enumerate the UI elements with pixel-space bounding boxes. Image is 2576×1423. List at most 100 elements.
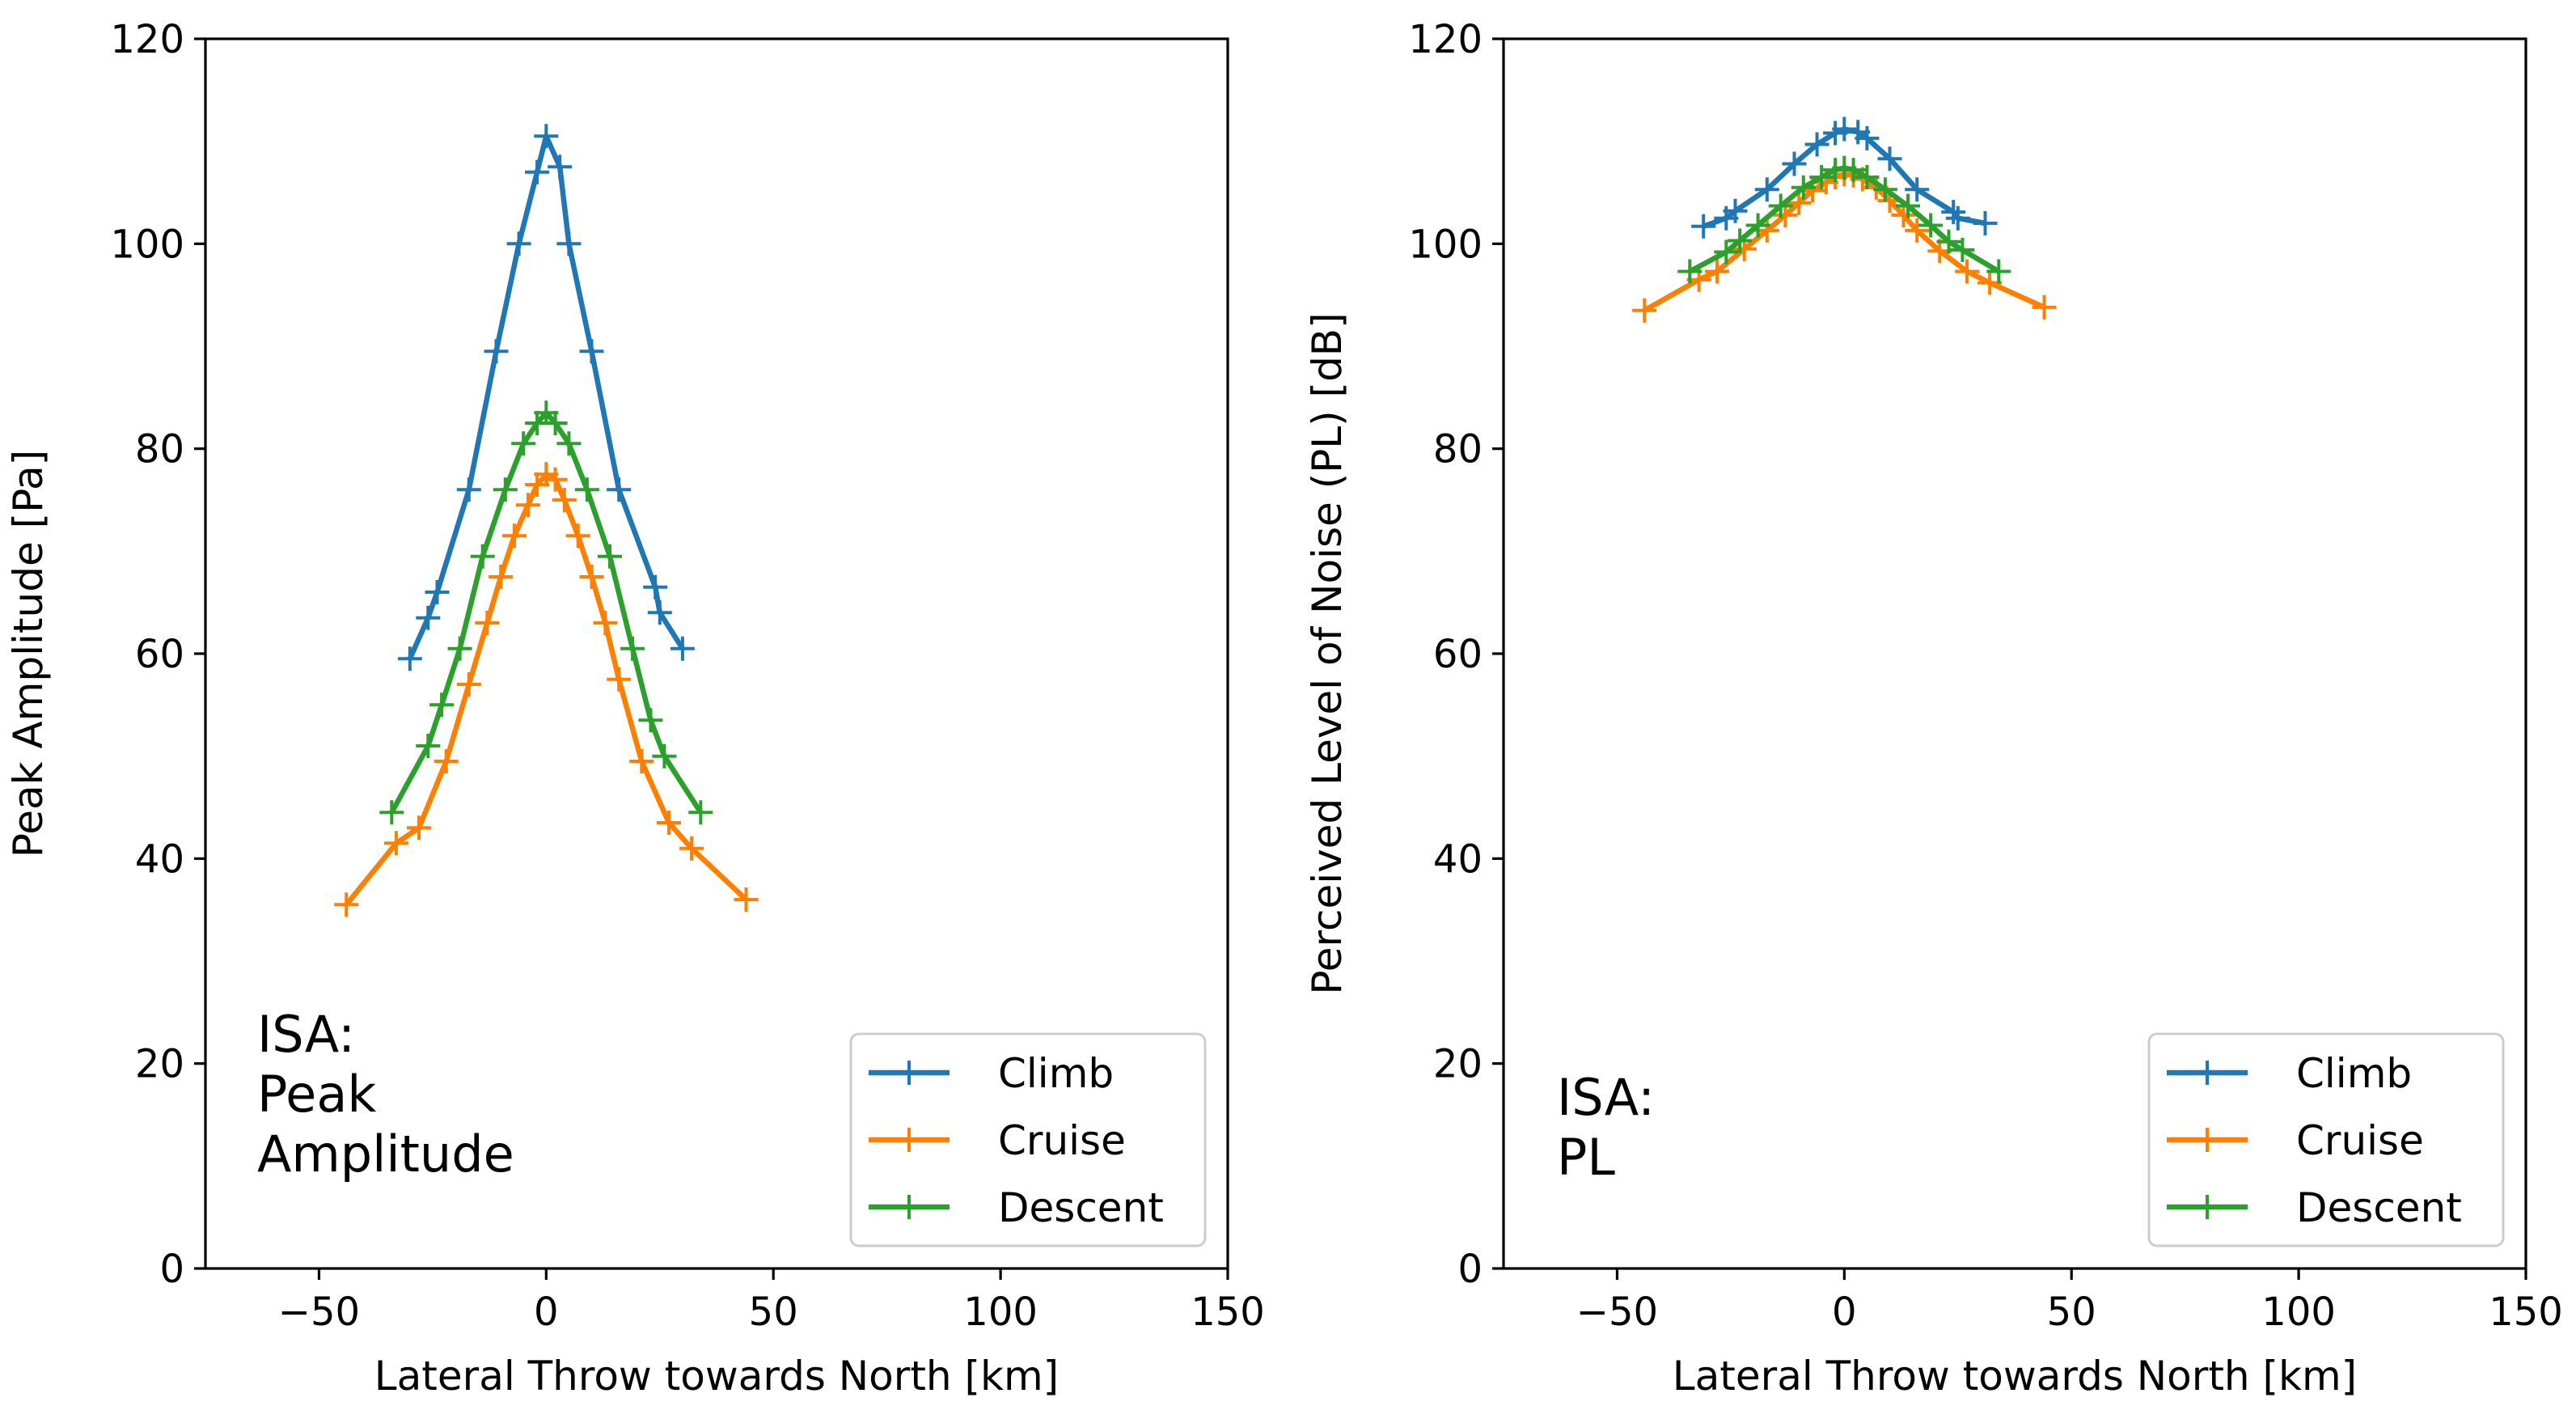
data-point-cruise — [515, 493, 540, 518]
legend-marker-descent — [2195, 1195, 2219, 1219]
data-point-descent — [1714, 239, 1739, 265]
y-tick-label: 0 — [159, 1247, 184, 1292]
x-tick-label: 150 — [2489, 1290, 2563, 1335]
data-point-climb — [643, 574, 668, 599]
y-axis-label: Peak Amplitude [Pa] — [5, 450, 52, 858]
chart-panel-peak-amplitude: −50 0 50 100 150 0 20 40 60 80 100 120 Lateral Throw… — [5, 17, 1265, 1400]
legend-label-climb: Climb — [2296, 1050, 2412, 1097]
chart-panel-perceived-level: −50 0 50 100 150 0 20 40 60 80 100 120 Lateral Throw… — [1304, 17, 2563, 1400]
data-point-cruise — [1705, 259, 1729, 284]
legend-marker-cruise — [897, 1128, 921, 1152]
data-point-cruise — [734, 887, 759, 912]
data-point-climb — [425, 580, 450, 604]
data-point-cruise — [2032, 294, 2057, 320]
data-point-cruise — [607, 667, 632, 692]
legend-marker-climb — [2195, 1061, 2219, 1085]
data-point-climb — [1723, 198, 1748, 223]
x-axis-label: Lateral Throw towards North [km] — [374, 1353, 1059, 1400]
x-tick-label: −50 — [278, 1290, 360, 1335]
y-tick-label: 80 — [135, 427, 184, 472]
legend: Climb Cruise Descent — [849, 1032, 1207, 1247]
data-point-descent — [598, 544, 622, 569]
data-point-cruise — [657, 811, 681, 835]
data-point-descent — [1918, 213, 1944, 238]
data-point-descent — [1896, 193, 1920, 218]
x-tick-label: 50 — [2047, 1290, 2096, 1335]
x-axis-label: Lateral Throw towards North [km] — [1673, 1353, 2357, 1400]
y-tick-label: 120 — [110, 17, 184, 62]
data-point-cruise — [543, 467, 568, 492]
data-point-descent — [574, 477, 599, 502]
data-point-cruise — [383, 831, 408, 856]
data-point-climb — [1754, 177, 1779, 202]
data-point-climb — [1832, 116, 1857, 142]
x-tick-label: 150 — [1191, 1290, 1265, 1335]
data-point-descent — [447, 636, 472, 661]
y-tick-label: 80 — [1433, 427, 1483, 472]
data-point-climb — [647, 600, 672, 625]
series-line-climb — [407, 133, 685, 660]
data-point-climb — [670, 636, 695, 661]
data-point-cruise — [1632, 298, 1657, 323]
data-point-descent — [620, 636, 645, 661]
annotation-text: Amplitude — [257, 1124, 514, 1184]
data-point-cruise — [1787, 190, 1812, 215]
data-point-climb — [416, 605, 441, 630]
y-tick-label: 40 — [135, 836, 184, 882]
data-point-descent — [1872, 177, 1897, 202]
data-point-cruise — [489, 565, 514, 589]
data-point-climb — [1877, 146, 1902, 172]
data-point-cruise — [679, 836, 704, 861]
legend-marker-cruise — [2195, 1128, 2219, 1152]
legend-label-cruise: Cruise — [2296, 1117, 2424, 1164]
data-point-descent — [1986, 259, 2011, 284]
data-point-descent — [1745, 213, 1770, 238]
data-point-cruise — [502, 523, 527, 548]
data-point-descent — [1855, 165, 1880, 189]
y-tick-label: 120 — [1408, 17, 1483, 62]
data-point-descent — [1950, 237, 1975, 262]
data-point-descent — [1768, 193, 1793, 218]
data-point-descent — [1809, 165, 1834, 189]
data-point-climb — [484, 339, 509, 364]
y-tick-label: 60 — [135, 632, 184, 677]
x-tick-label: −50 — [1576, 1290, 1658, 1335]
data-point-descent — [1791, 175, 1816, 200]
data-point-cruise — [475, 611, 500, 635]
data-point-descent — [556, 431, 582, 456]
legend-label-cruise: Cruise — [998, 1117, 1126, 1164]
data-point-climb — [579, 339, 604, 364]
data-point-climb — [548, 155, 573, 180]
annotation-text: PL — [1557, 1128, 1615, 1187]
data-point-climb — [1941, 200, 1966, 225]
x-tick-label: 0 — [534, 1290, 559, 1335]
data-point-descent — [1677, 259, 1703, 284]
data-point-descent — [1936, 229, 1961, 254]
y-tick-label: 20 — [1433, 1042, 1483, 1087]
data-point-cruise — [565, 523, 590, 548]
data-point-descent — [416, 734, 441, 758]
y-tick-label: 100 — [1408, 222, 1483, 267]
legend-label-descent: Descent — [998, 1184, 1164, 1231]
series-line-cruise — [344, 472, 748, 907]
y-tick-label: 0 — [1457, 1247, 1483, 1292]
data-point-climb — [1905, 177, 1930, 202]
data-point-climb — [1782, 151, 1807, 176]
data-point-cruise — [1955, 259, 1979, 284]
data-point-cruise — [434, 749, 459, 773]
data-point-cruise — [579, 565, 604, 589]
data-point-cruise — [629, 749, 654, 773]
data-point-climb — [456, 477, 481, 502]
data-point-descent — [429, 692, 455, 718]
data-point-descent — [379, 800, 404, 825]
x-tick-label: 100 — [963, 1290, 1038, 1335]
annotation-text: ISA: — [1557, 1068, 1655, 1127]
data-point-descent — [1841, 158, 1866, 183]
series-line-cruise — [1643, 171, 2045, 313]
y-tick-label: 40 — [1433, 836, 1483, 882]
data-point-climb — [1973, 211, 1998, 235]
y-tick-label: 20 — [135, 1042, 184, 1087]
data-point-cruise — [552, 488, 577, 512]
x-tick-label: 0 — [1832, 1290, 1857, 1335]
